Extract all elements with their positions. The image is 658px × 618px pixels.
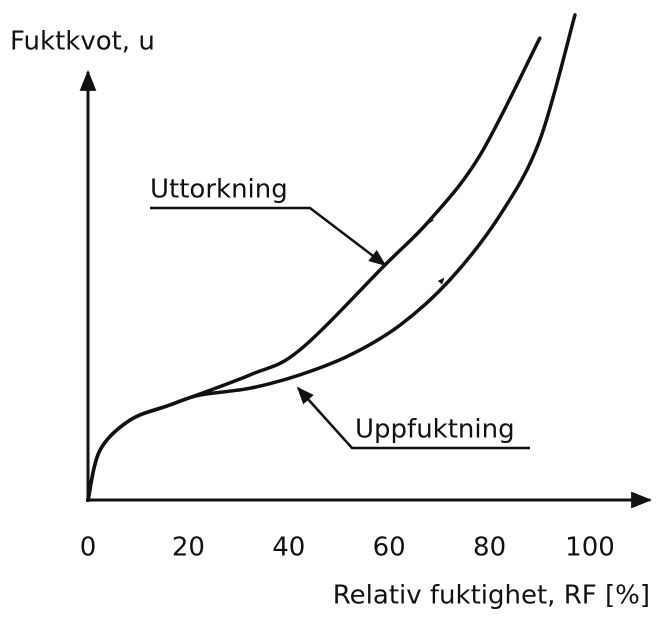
x-tick-label: 0 — [80, 533, 97, 563]
x-tick-label: 20 — [172, 533, 205, 563]
x-axis-label: Relativ fuktighet, RF [%] — [333, 581, 650, 611]
x-tick-label: 80 — [473, 533, 506, 563]
leader-line — [296, 386, 530, 450]
annotation: Uttorkning — [150, 175, 288, 205]
x-tick-label: 60 — [373, 533, 406, 563]
leader-line — [150, 206, 387, 267]
annotation: Uppfuktning — [355, 415, 515, 445]
y-axis-label: Fuktkvot, u — [10, 27, 155, 57]
x-tick-label: 100 — [565, 533, 615, 563]
line-series — [86, 13, 577, 502]
x-tick-label: 40 — [272, 533, 305, 563]
